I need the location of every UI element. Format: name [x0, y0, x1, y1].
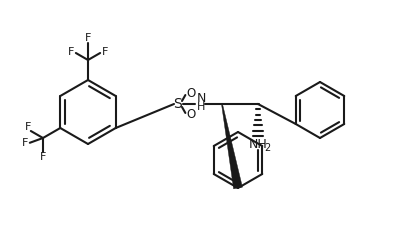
Text: O: O — [187, 87, 196, 100]
Text: S: S — [174, 97, 182, 111]
Text: F: F — [40, 152, 46, 162]
Text: 2: 2 — [264, 143, 270, 153]
Text: N: N — [196, 91, 206, 104]
Text: F: F — [25, 122, 31, 132]
Text: F: F — [85, 33, 91, 43]
Text: H: H — [197, 102, 205, 112]
Text: O: O — [187, 108, 196, 121]
Text: F: F — [22, 138, 28, 148]
Text: NH: NH — [249, 138, 267, 151]
Polygon shape — [222, 104, 242, 189]
Text: F: F — [68, 47, 74, 57]
Text: F: F — [102, 47, 108, 57]
